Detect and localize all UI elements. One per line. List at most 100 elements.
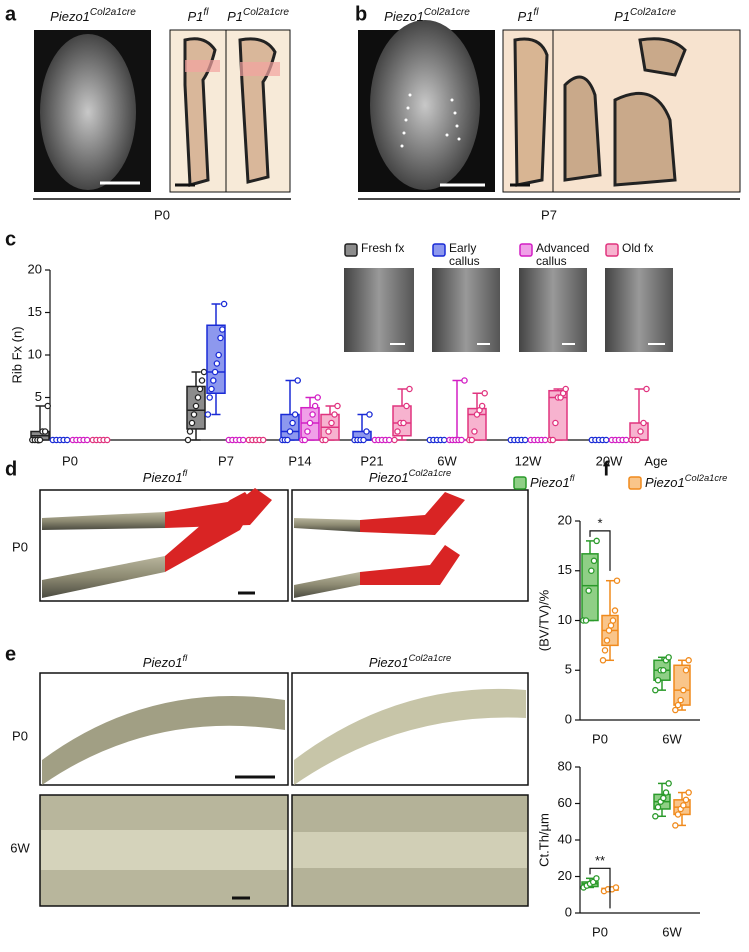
label-base: P1: [518, 9, 534, 24]
thumbnails: [344, 268, 673, 352]
data-point: [652, 813, 659, 820]
panel-letter: a: [5, 3, 17, 25]
data-point: [541, 436, 549, 444]
data-point: [588, 567, 595, 575]
data-point: [672, 706, 679, 714]
legend-swatch: [513, 476, 527, 490]
x-tick-label: P21: [360, 453, 383, 468]
y-tick-label: 20: [28, 261, 42, 276]
data-point: [391, 436, 398, 444]
data-point: [585, 587, 592, 594]
data-point: [406, 385, 413, 393]
data-point: [682, 667, 690, 674]
data-point: [593, 537, 600, 545]
label-base: P1: [614, 9, 630, 24]
label-base: P1: [227, 9, 243, 24]
x-tick-label: 6W: [437, 453, 457, 468]
xray-body: [40, 34, 136, 190]
italic-label: Piezo1fl: [143, 468, 188, 485]
data-point: [562, 385, 569, 393]
x-tick-label: P7: [218, 453, 234, 468]
italic-label: Piezo1Col2a1cre: [369, 653, 451, 670]
data-point: [394, 428, 401, 435]
italic-label: Piezo1Col2a1cre: [384, 7, 470, 24]
data-point: [685, 657, 692, 664]
italic-label: P1Col2a1cre: [614, 7, 676, 24]
data-point: [652, 686, 659, 694]
data-point: [259, 436, 267, 444]
data-point: [188, 419, 196, 427]
data-point: [200, 368, 208, 376]
y-tick-label: 60: [558, 795, 572, 810]
y-tick-label: 20: [558, 868, 572, 883]
data-point: [458, 436, 465, 444]
data-point: [602, 436, 610, 444]
row-label: 6W: [10, 840, 30, 855]
y-axis-label: Ct.Th/µm: [536, 813, 551, 867]
data-point: [363, 428, 370, 435]
box: [581, 553, 599, 622]
legend-swatch: [519, 243, 533, 257]
label-sup: fl: [183, 468, 189, 478]
significance-label: *: [597, 515, 602, 530]
data-point: [331, 411, 338, 418]
data-point: [613, 577, 621, 584]
data-point: [674, 811, 682, 818]
y-axis-label: (BV/TV)/%: [536, 589, 551, 651]
data-point: [220, 300, 228, 308]
data-point: [665, 654, 672, 661]
data-point: [685, 789, 692, 796]
data-point: [660, 667, 667, 674]
legend-swatch: [344, 243, 358, 257]
data-point: [36, 436, 44, 444]
data-point: [440, 436, 448, 444]
bone-section: [563, 75, 602, 182]
label-sup: Col2a1cre: [685, 473, 728, 483]
data-point: [304, 428, 311, 435]
data-point: [103, 436, 111, 444]
data-point: [204, 411, 212, 418]
data-point: [219, 326, 226, 333]
y-tick-label: 5: [35, 389, 42, 404]
label-sup: Col2a1cre: [409, 653, 452, 663]
label-sup: Col2a1cre: [424, 7, 470, 18]
italic-label: Piezo1Col2a1cre: [369, 468, 451, 485]
x-tick-label: P0: [592, 731, 608, 746]
label-base: Piezo1: [143, 655, 183, 670]
data-point: [403, 402, 410, 410]
label-base: Piezo1: [143, 470, 183, 485]
panel-letter: e: [5, 643, 16, 665]
data-point: [196, 385, 204, 393]
data-point: [622, 436, 630, 444]
data-point: [210, 377, 217, 384]
label-base: Piezo1: [530, 475, 570, 490]
age-label: P7: [541, 207, 557, 222]
y-tick-label: 20: [558, 512, 572, 527]
y-tick-label: 10: [558, 612, 572, 627]
age-label: P0: [154, 207, 170, 222]
legend-label: Old fx: [622, 241, 654, 255]
row-label: P0: [12, 539, 28, 554]
bones-3d: [42, 488, 465, 598]
cartilage: [240, 62, 280, 76]
data-point: [194, 394, 202, 401]
data-point: [481, 389, 488, 397]
label-base: Piezo1: [50, 9, 90, 24]
data-point: [385, 436, 393, 444]
label-base: P1: [188, 9, 204, 24]
data-point: [593, 875, 600, 882]
data-point: [643, 385, 650, 393]
data-point: [654, 676, 662, 684]
data-point: [322, 436, 329, 444]
y-tick-label: 0: [565, 711, 572, 726]
panel-letter: b: [355, 3, 367, 25]
data-point: [634, 436, 641, 444]
cartilage: [185, 60, 220, 72]
data-point: [672, 822, 679, 829]
box: [548, 389, 568, 441]
label-sup: fl: [570, 473, 576, 483]
xray-body: [370, 20, 480, 190]
label-base: Piezo1: [384, 9, 424, 24]
